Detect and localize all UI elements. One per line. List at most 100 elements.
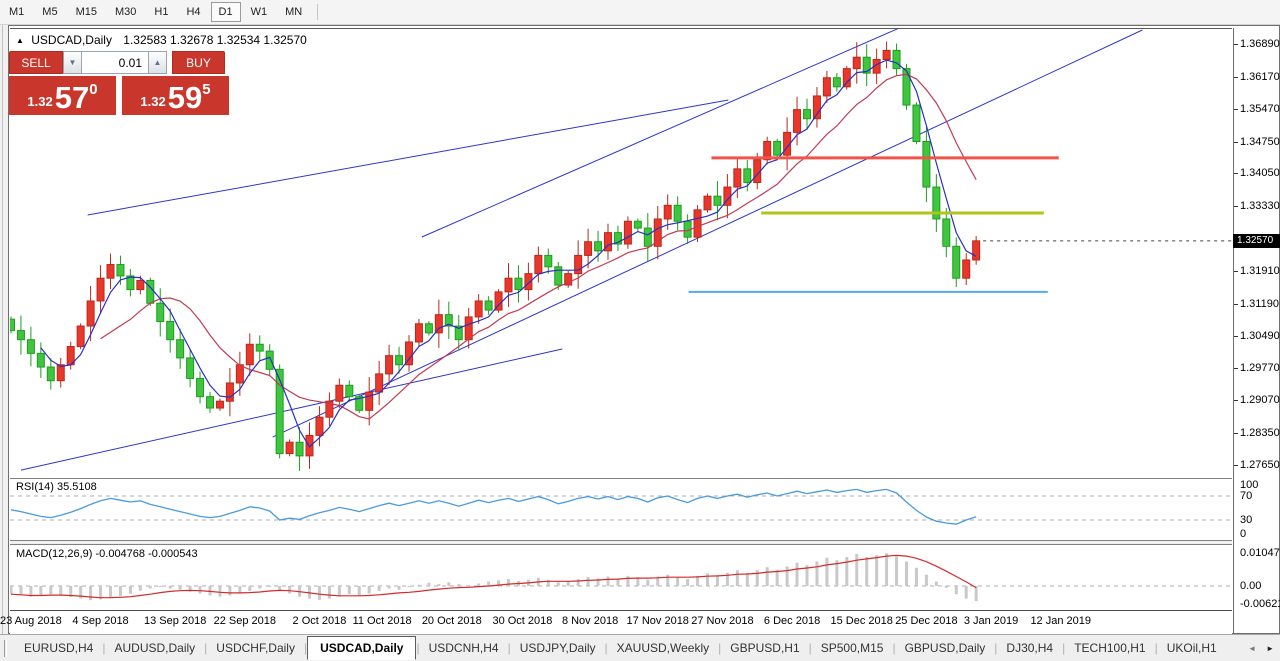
price-axis-label: 1.36170 <box>1240 70 1280 83</box>
tab-bar-grip[interactable] <box>4 639 7 657</box>
date-axis[interactable]: 23 Aug 2018 4 Sep 2018 13 Sep 2018 22 Sep 2… <box>0 610 1232 634</box>
volume-input[interactable] <box>82 51 148 74</box>
date-axis-label: 15 Dec 2018 <box>830 615 893 627</box>
price-axis-label: 1.31910 <box>1240 264 1280 277</box>
chart-tab-usdcad[interactable]: USDCAD,Daily <box>307 635 417 660</box>
date-axis-label: 3 Jan 2019 <box>963 615 1019 627</box>
sell-price-button[interactable]: 1.32 57 0 <box>9 76 116 115</box>
tab-separator: | <box>718 641 722 655</box>
price-axis-tick <box>1234 141 1238 143</box>
price-axis-label: 1.29070 <box>1240 394 1280 407</box>
chart-tab-usdcnh[interactable]: USDCNH,H4 <box>428 641 499 655</box>
buy-price-pip: 5 <box>202 81 211 98</box>
tab-separator: | <box>507 641 511 655</box>
macd-axis-label: 0.00 <box>1240 580 1262 592</box>
macd-panel[interactable] <box>10 545 1232 610</box>
collapse-triangle-icon[interactable]: ▲ <box>16 36 24 45</box>
date-axis-label: 25 Dec 2018 <box>895 615 958 627</box>
date-axis-label: 17 Nov 2018 <box>626 615 689 627</box>
date-axis-label: 27 Nov 2018 <box>691 615 754 627</box>
chart-tab-ukoil[interactable]: UKOil,H1 <box>1166 641 1217 655</box>
chart-quote-line: 1.32583 1.32678 1.32534 1.32570 <box>123 33 307 47</box>
tab-scroll-right-icon[interactable]: ► <box>1266 643 1274 653</box>
price-axis-tick <box>1234 44 1238 45</box>
timeframe-button-h1[interactable]: H1 <box>146 2 176 22</box>
volume-increase-button[interactable]: ▲ <box>148 51 167 74</box>
price-axis-label: 1.34050 <box>1240 167 1280 180</box>
sell-price-pip: 0 <box>89 81 98 98</box>
price-axis-tick <box>1234 433 1238 435</box>
price-axis-tick <box>1234 173 1238 175</box>
buy-price-base: 1.32 <box>140 94 166 109</box>
chart-tab-sp500[interactable]: SP500,M15 <box>820 641 884 655</box>
date-axis-label: 22 Sep 2018 <box>213 615 276 627</box>
tab-separator: | <box>204 641 208 655</box>
date-axis-label: 6 Dec 2018 <box>763 615 821 627</box>
price-axis-label: 1.30490 <box>1240 329 1280 342</box>
tab-separator: | <box>303 641 308 655</box>
sell-button[interactable]: SELL <box>9 51 63 74</box>
price-axis-tick <box>1234 76 1238 78</box>
chart-tab-tech100[interactable]: TECH100,H1 <box>1074 641 1146 655</box>
toolbar-separator <box>317 4 319 20</box>
price-axis-tick <box>1234 303 1238 305</box>
price-axis-label: 1.36890 <box>1240 38 1280 50</box>
price-axis-tick <box>1234 108 1238 110</box>
timeframe-button-m5[interactable]: M5 <box>34 2 65 22</box>
chart-tab-gbpusd[interactable]: GBPUSD,Daily <box>904 641 986 655</box>
tab-scroll-left-icon[interactable]: ◄ <box>1248 643 1257 653</box>
chart-tab-gbpusd[interactable]: GBPUSD,H1 <box>730 641 800 655</box>
indicator-panel-splitter[interactable] <box>10 540 1232 545</box>
rsi-value: 35.5108 <box>56 481 97 493</box>
chart-tab-usdjpy[interactable]: USDJPY,Daily <box>519 641 596 655</box>
tab-separator: | <box>604 641 608 655</box>
date-axis-label: 12 Jan 2019 <box>1030 615 1091 627</box>
tab-separator: | <box>416 641 420 655</box>
buy-button[interactable]: BUY <box>172 51 225 74</box>
buy-price-main: 59 <box>167 79 203 115</box>
chart-tab-eurusd[interactable]: EURUSD,H4 <box>24 641 94 655</box>
date-axis-label: 20 Oct 2018 <box>421 615 482 627</box>
macd-values: -0.004768 -0.000543 <box>95 548 198 560</box>
date-axis-label: 30 Oct 2018 <box>492 615 553 627</box>
date-axis-label: 4 Sep 2018 <box>72 615 129 627</box>
tab-separator: | <box>892 641 896 655</box>
rsi-label: RSI(14) 35.5108 <box>16 481 97 493</box>
chart-tab-xauusd[interactable]: XAUUSD,Weekly <box>616 641 710 655</box>
timeframe-button-m15[interactable]: M15 <box>68 2 105 22</box>
price-axis-label: 1.28350 <box>1240 427 1280 440</box>
timeframe-button-mn[interactable]: MN <box>277 2 310 22</box>
window-splitter[interactable] <box>2 25 3 634</box>
rsi-panel[interactable] <box>10 478 1232 540</box>
sell-price-base: 1.32 <box>27 94 53 109</box>
date-axis-label: 23 Aug 2018 <box>0 615 62 627</box>
date-axis-label: 2 Oct 2018 <box>292 615 347 627</box>
tab-separator: | <box>1062 641 1066 655</box>
buy-price-button[interactable]: 1.32 59 5 <box>122 76 229 115</box>
price-axis-label: 1.35470 <box>1240 102 1280 115</box>
chart-tab-audusd[interactable]: AUDUSD,Daily <box>114 641 196 655</box>
timeframe-button-d1[interactable]: D1 <box>210 2 241 22</box>
rsi-axis-label: 30 <box>1240 514 1253 526</box>
tab-separator: | <box>102 641 106 655</box>
chart-tab-usdchf[interactable]: USDCHF,Daily <box>216 641 295 655</box>
chart-symbol-label: USDCAD,Daily <box>31 33 112 47</box>
date-axis-label: 8 Nov 2018 <box>561 615 619 627</box>
price-axis-tick <box>1234 206 1238 208</box>
timeframe-button-h4[interactable]: H4 <box>178 2 208 22</box>
macd-axis-label: 0.010474 <box>1240 547 1280 559</box>
timeframe-button-w1[interactable]: W1 <box>243 2 276 22</box>
rsi-axis-label: 100 <box>1240 479 1259 491</box>
chart-tab-bar: EURUSD,H4 | AUDUSD,Daily | USDCHF,Daily | USDC… <box>0 634 1280 661</box>
volume-decrease-button[interactable]: ▼ <box>63 51 82 74</box>
price-axis-label: 1.33330 <box>1240 200 1280 213</box>
timeframe-button-m30[interactable]: M30 <box>107 2 144 22</box>
chart-title: ▲ USDCAD,Daily 1.32583 1.32678 1.32534 1… <box>16 33 307 47</box>
rsi-axis-label: 70 <box>1240 490 1253 502</box>
current-price-tag: 1.32570 <box>1233 234 1280 248</box>
timeframe-button-m1[interactable]: M1 <box>1 2 32 22</box>
price-axis-tick <box>1234 270 1238 272</box>
rsi-axis-label: 0 <box>1240 528 1247 540</box>
chart-tab-dj30[interactable]: DJ30,H4 <box>1006 641 1054 655</box>
price-axis[interactable]: 1.36890 1.36170 1.35470 1.34750 1.34050 1.333… <box>1233 28 1280 633</box>
